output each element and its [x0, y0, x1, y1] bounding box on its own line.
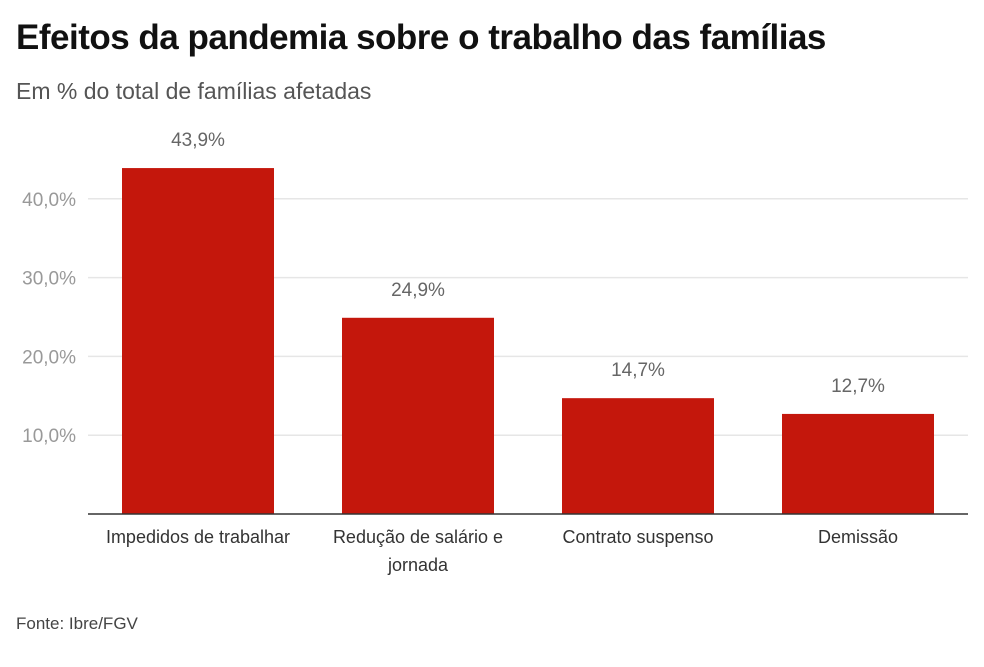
y-tick-label: 10,0%: [22, 426, 76, 447]
y-tick-label: 40,0%: [22, 190, 76, 211]
bar: [782, 413, 934, 514]
bars: [122, 168, 934, 514]
bar-value-label: 14,7%: [611, 360, 665, 381]
bar-value-label: 12,7%: [831, 376, 885, 397]
category-label: Demissão: [818, 527, 898, 547]
chart-subtitle: Em % do total de famílias afetadas: [16, 78, 372, 104]
category-label-line: Impedidos de trabalhar: [106, 527, 290, 547]
category-label: Redução de salário e jornada: [333, 527, 503, 575]
bar: [562, 398, 714, 514]
bar-value-label: 24,9%: [391, 280, 445, 301]
bar-value-label: 43,9%: [171, 130, 225, 151]
y-tick-label: 30,0%: [22, 269, 76, 290]
category-label-line: Contrato suspenso: [562, 527, 713, 547]
category-label: Impedidos de trabalhar: [106, 527, 290, 547]
bar: [342, 317, 494, 514]
chart-title: Efeitos da pandemia sobre o trabalho das…: [16, 18, 826, 57]
category-label-line: Demissão: [818, 527, 898, 547]
category-label-line: Redução de salário e: [333, 527, 503, 547]
bar: [122, 168, 274, 514]
y-tick-label: 20,0%: [22, 347, 76, 368]
y-axis-ticks: 10,0% 20,0% 30,0% 40,0%: [22, 190, 76, 447]
category-label: Contrato suspenso: [562, 527, 713, 547]
source-note: Fonte: Ibre/FGV: [16, 614, 138, 633]
value-labels: 43,9% 24,9% 14,7% 12,7%: [171, 130, 885, 397]
category-label-line: jornada: [387, 555, 449, 575]
category-labels: Impedidos de trabalhar Redução de salário…: [106, 527, 898, 575]
